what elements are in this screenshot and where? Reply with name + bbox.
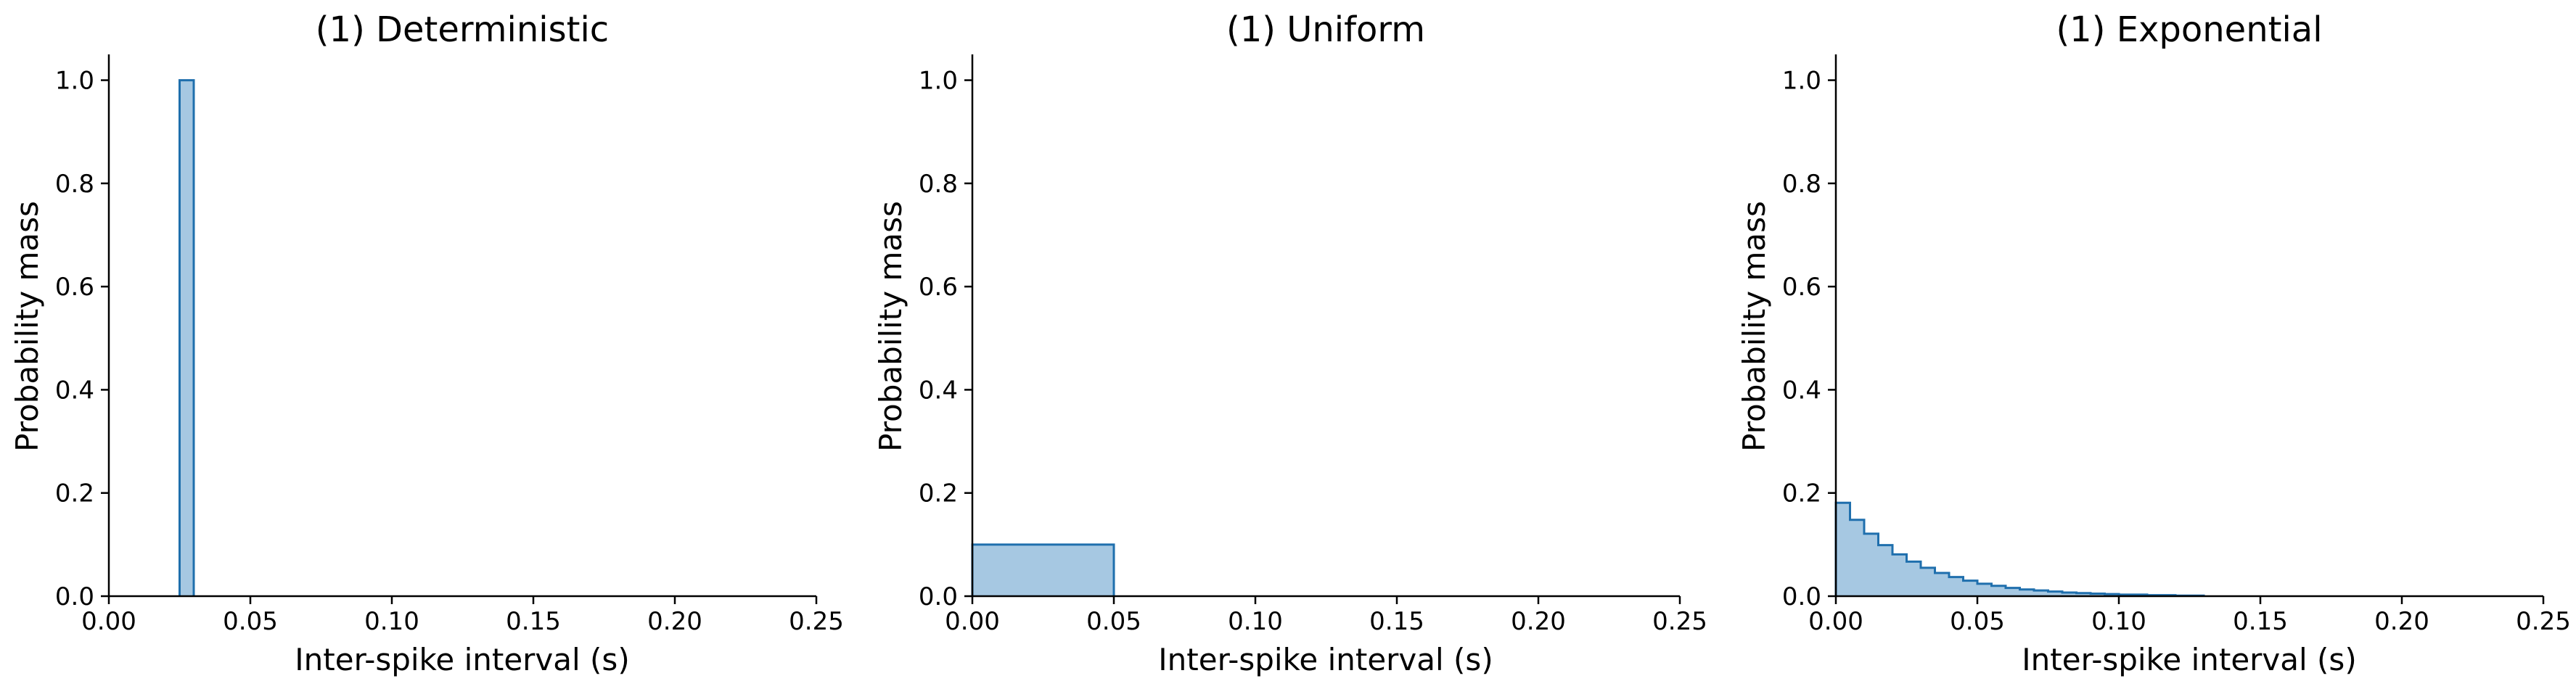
y-tick-label: 0.4 — [919, 376, 958, 405]
ticks-group: 0.00 0.05 0.10 0.15 0.20 0.25 0.0 0.2 0.4 0.6 0.8 1… — [1782, 67, 2571, 636]
y-tick-label: 1.0 — [1782, 67, 1821, 96]
x-tick-label: 0.05 — [1950, 607, 2005, 636]
y-tick-label: 1.0 — [919, 67, 958, 96]
histogram-bar — [972, 544, 987, 596]
histogram-bar — [1977, 583, 1992, 596]
histogram-bar — [1057, 544, 1072, 596]
histogram-bar — [1878, 545, 1892, 596]
histogram-bar — [1963, 580, 1977, 596]
x-tick-label: 0.05 — [1086, 607, 1141, 636]
panel-uniform: (1) Uniform Probability mass Inter-spike… — [873, 9, 1707, 677]
x-tick-label: 0.15 — [2233, 607, 2288, 636]
x-tick-label: 0.20 — [647, 607, 702, 636]
histogram-bar — [1949, 577, 1964, 596]
histogram-bar — [2019, 589, 2034, 596]
bars-group — [179, 79, 195, 597]
histogram-bar — [1935, 572, 1949, 596]
histogram-bar — [1850, 519, 1864, 596]
y-tick-label: 0.8 — [1782, 170, 1821, 199]
x-tick-label: 0.00 — [81, 607, 136, 636]
histogram-bar — [2048, 591, 2062, 596]
y-axis-label: Probability mass — [1736, 201, 1772, 452]
x-tick-label: 0.05 — [223, 607, 278, 636]
x-tick-label: 0.25 — [789, 607, 844, 636]
x-tick-label: 0.20 — [2374, 607, 2429, 636]
y-tick-label: 0.8 — [919, 170, 958, 199]
histogram-bar — [1864, 533, 1879, 596]
x-tick-label: 0.10 — [2091, 607, 2146, 636]
histogram-outline — [179, 79, 195, 596]
x-tick-label: 0.00 — [1808, 607, 1863, 636]
histogram-bar — [1086, 544, 1100, 596]
x-axis-label: Inter-spike interval (s) — [1158, 642, 1493, 677]
ticks-group: 0.00 0.05 0.10 0.15 0.20 0.25 0.0 0.2 0.4 0.6 0.8 1… — [919, 67, 1707, 636]
y-tick-label: 0.0 — [919, 582, 958, 611]
histogram-bar — [2062, 593, 2077, 596]
histogram-bar — [2076, 593, 2091, 596]
bars-group — [971, 543, 1115, 596]
histogram-bar — [1921, 567, 1935, 596]
x-tick-label: 0.25 — [1652, 607, 1707, 636]
y-tick-label: 0.6 — [55, 273, 94, 302]
y-axis-label: Probability mass — [873, 201, 908, 452]
histogram-bar — [1906, 561, 1921, 596]
chart-title: (1) Exponential — [2056, 9, 2322, 50]
histogram-bar — [2034, 590, 2048, 596]
histogram-bar — [1071, 544, 1086, 596]
x-axis-label: Inter-spike interval (s) — [295, 642, 629, 677]
histogram-outline — [1834, 501, 2205, 597]
y-tick-label: 0.0 — [55, 582, 94, 611]
histogram-bar — [1043, 544, 1057, 596]
x-tick-label: 0.15 — [506, 607, 561, 636]
histogram-bar — [1001, 544, 1015, 596]
histogram-outline — [971, 543, 1115, 596]
y-tick-label: 0.4 — [55, 376, 94, 405]
panel-exponential: (1) Exponential Probability mass Inter-s… — [1736, 9, 2571, 677]
y-tick-label: 0.6 — [919, 273, 958, 302]
chart-title: (1) Uniform — [1226, 9, 1425, 50]
y-tick-label: 0.0 — [1782, 582, 1821, 611]
y-tick-label: 0.2 — [1782, 479, 1821, 508]
y-tick-label: 0.2 — [919, 479, 958, 508]
x-tick-label: 0.10 — [364, 607, 419, 636]
histogram-bar — [986, 544, 1001, 596]
x-axis-label: Inter-spike interval (s) — [2022, 642, 2356, 677]
x-tick-label: 0.10 — [1228, 607, 1283, 636]
histogram-bar — [1991, 585, 2006, 596]
histogram-bar — [1029, 544, 1043, 596]
ticks-group: 0.00 0.05 0.10 0.15 0.20 0.25 0.0 0.2 0.4 0.6 0.8 1… — [55, 67, 844, 636]
histogram-bar — [2091, 593, 2105, 596]
y-tick-label: 0.8 — [55, 170, 94, 199]
x-tick-label: 0.00 — [945, 607, 1000, 636]
y-axis-label: Probability mass — [9, 201, 45, 452]
x-tick-label: 0.25 — [2516, 607, 2571, 636]
histogram-bar — [2006, 587, 2020, 596]
histogram-bar — [179, 80, 194, 597]
histogram-bar — [1892, 554, 1907, 596]
x-tick-label: 0.20 — [1511, 607, 1566, 636]
y-tick-label: 1.0 — [55, 67, 94, 96]
y-tick-label: 0.4 — [1782, 376, 1821, 405]
chart-title: (1) Deterministic — [316, 9, 609, 50]
histogram-bar — [1099, 544, 1114, 596]
bars-group — [1834, 501, 2205, 597]
y-tick-label: 0.6 — [1782, 273, 1821, 302]
x-tick-label: 0.15 — [1369, 607, 1424, 636]
histogram-bar — [1014, 544, 1029, 596]
panel-deterministic: (1) Deterministic Probability mass Inter… — [9, 9, 844, 677]
y-tick-label: 0.2 — [55, 479, 94, 508]
histogram-bar — [1836, 503, 1850, 596]
